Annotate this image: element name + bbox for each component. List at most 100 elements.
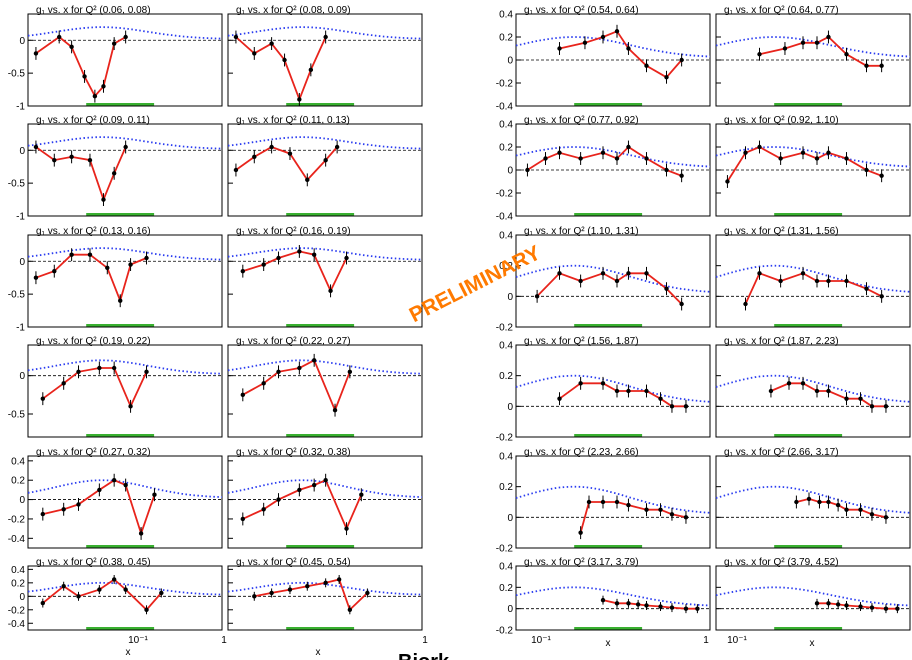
data-point — [883, 606, 889, 611]
data-point — [669, 404, 675, 409]
y-tick-label: 0 — [19, 592, 25, 603]
data-point — [118, 298, 123, 303]
data-point — [800, 381, 806, 386]
data-point — [578, 156, 583, 161]
panel-frame — [27, 123, 223, 217]
data-point — [669, 605, 675, 610]
y-tick-label: -0.4 — [496, 212, 514, 223]
data-point — [76, 594, 81, 599]
data-point — [308, 67, 314, 73]
y-tick-label: -0.2 — [8, 514, 26, 525]
model-curve — [27, 26, 223, 40]
panel-frame — [715, 234, 911, 328]
data-point — [844, 278, 849, 284]
panel-title: g₁ vs. x for Q² (0.08, 0.09) — [236, 5, 351, 16]
panel-6: g₁ vs. x for Q² (0.16, 0.19) — [227, 226, 423, 328]
panel-title: g₁ vs. x for Q² (0.64, 0.77) — [724, 5, 839, 16]
panel-title: g₁ vs. x for Q² (1.56, 1.87) — [524, 336, 639, 347]
y-tick-label: -0.5 — [8, 290, 26, 301]
y-tick-label: 0.4 — [11, 565, 25, 576]
data-point — [311, 358, 317, 363]
data-point — [626, 502, 631, 508]
panel-frame — [715, 344, 911, 438]
y-tick-label: -0.2 — [496, 544, 514, 555]
y-tick-label: 0.4 — [499, 341, 513, 352]
data-point — [800, 271, 806, 276]
panel-title: g₁ vs. x for Q² (0.16, 0.19) — [236, 226, 351, 237]
model-curve — [715, 586, 911, 607]
data-point — [111, 577, 117, 582]
systematic-band — [286, 627, 355, 630]
systematic-band — [574, 545, 643, 548]
data-point — [864, 63, 869, 68]
data-point — [858, 604, 863, 609]
data-point — [87, 252, 93, 257]
data-point — [311, 482, 317, 488]
panel-10: g₁ vs. x for Q² (0.32, 0.38) — [227, 447, 423, 549]
data-point — [614, 601, 620, 606]
data-point — [305, 177, 310, 183]
data-point — [52, 268, 57, 274]
y-tick-label: 0.2 — [499, 143, 513, 154]
data-point — [683, 515, 689, 520]
model-curve — [515, 36, 711, 58]
data-point — [626, 388, 631, 394]
y-tick-label: 0 — [19, 146, 25, 157]
systematic-band — [574, 213, 643, 216]
data-point — [543, 156, 548, 161]
data-point — [614, 29, 620, 34]
data-point — [261, 381, 266, 386]
y-tick-label: 0.2 — [499, 33, 513, 44]
data-point — [534, 294, 540, 299]
data-point — [240, 392, 246, 398]
data-point — [123, 144, 128, 150]
data-point — [123, 482, 128, 488]
data-point — [679, 301, 684, 307]
x-tick-label-left-1: 10⁻¹ — [128, 635, 148, 646]
data-point — [252, 594, 257, 599]
data-point — [683, 606, 689, 611]
y-tick-label: 0.2 — [11, 476, 25, 487]
data-point — [61, 381, 66, 386]
data-point — [879, 173, 884, 178]
data-point — [644, 507, 649, 512]
x-axis-label-right-2: x — [810, 638, 815, 649]
data-point — [282, 57, 287, 63]
systematic-band — [86, 545, 155, 548]
fit-curve — [42, 479, 156, 537]
systematic-band — [774, 627, 843, 630]
model-curve — [27, 136, 223, 150]
x-tick-label-left-2: 1 — [221, 635, 227, 646]
y-tick-label: 0.2 — [499, 261, 513, 272]
y-tick-label: -0.5 — [8, 179, 26, 190]
systematic-band — [86, 627, 155, 630]
model-curve — [227, 247, 423, 261]
data-point — [138, 531, 144, 536]
data-point — [635, 602, 641, 607]
model-curve — [227, 136, 423, 150]
data-point — [323, 580, 328, 586]
panel-title: g₁ vs. x for Q² (0.77, 0.92) — [524, 115, 639, 126]
systematic-band — [86, 324, 155, 327]
y-tick-label: -1 — [16, 323, 25, 334]
x-axis-label-left-2: x — [316, 647, 321, 658]
data-point — [40, 600, 46, 606]
panel-grid: g₁ vs. x for Q² (0.06, 0.08)0-0.5-1 g₁ vs… — [8, 5, 911, 637]
data-point — [582, 40, 588, 45]
panel-18: g₁ vs. x for Q² (1.31, 1.56) — [715, 226, 911, 328]
data-point — [557, 46, 562, 51]
systematic-band — [774, 103, 843, 106]
fit-curve — [242, 479, 363, 531]
data-point — [614, 388, 620, 394]
data-point — [252, 154, 257, 160]
systematic-band — [86, 434, 155, 437]
panel-title: g₁ vs. x for Q² (0.45, 0.54) — [236, 557, 351, 568]
x-tick-label-right-3: 10⁻¹ — [727, 635, 747, 646]
data-point — [240, 268, 246, 274]
panel-20: g₁ vs. x for Q² (1.87, 2.23) — [715, 336, 911, 438]
y-tick-label: 0.4 — [499, 120, 513, 131]
panel-15: g₁ vs. x for Q² (0.77, 0.92) 0.4 0.2 0 -0.2 -… — [496, 115, 711, 223]
y-tick-label: 0 — [19, 257, 25, 268]
y-tick-label: -0.2 — [496, 626, 514, 637]
panel-1: g₁ vs. x for Q² (0.06, 0.08) 0 -0.5 -1 — [8, 5, 223, 113]
